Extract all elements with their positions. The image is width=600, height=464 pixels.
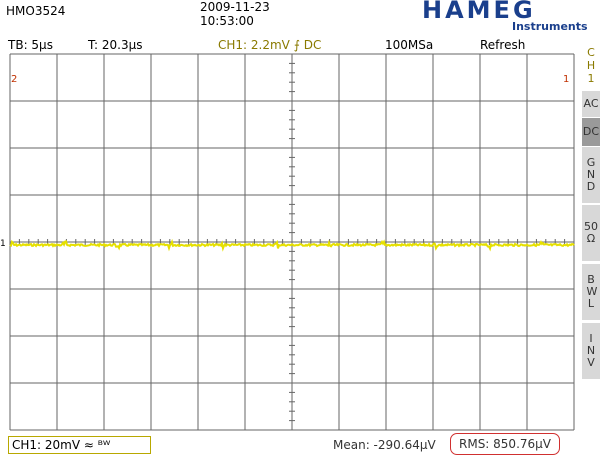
timebase: TB: 5µs — [8, 38, 53, 52]
menu-label: INV — [586, 332, 596, 369]
menu-label: DC — [582, 125, 600, 138]
marker-left: 2 — [11, 74, 17, 85]
brand-sub: Instruments — [512, 20, 588, 33]
mode: Refresh — [480, 38, 526, 52]
menu-title: CH 1 — [586, 46, 596, 85]
menu-label: AC — [583, 97, 599, 110]
waveform-display: 2 1 1 — [0, 53, 575, 431]
model: HMO3524 — [6, 4, 66, 18]
brand: HAMEG — [422, 0, 536, 24]
marker-right: 1 — [563, 74, 569, 85]
menu-button[interactable]: BWL — [582, 263, 600, 320]
menu-button[interactable]: INV — [582, 322, 600, 379]
level-marker: 1 — [0, 239, 6, 249]
mean: Mean: -290.64µV — [333, 438, 436, 452]
menu-label: GND — [586, 156, 596, 193]
menu-button[interactable]: AC — [582, 90, 600, 117]
trigger-time: T: 20.3µs — [88, 38, 143, 52]
time: 10:53:00 — [200, 14, 254, 28]
menu-button[interactable]: 50 Ω — [582, 204, 600, 261]
trigger: CH1: 2.2mV ⨍ DC — [218, 38, 322, 52]
rms: RMS: 850.76µV — [450, 433, 560, 455]
trace — [9, 238, 575, 252]
channel-setting: CH1: 20mV ≈ ᴮᵂ — [8, 436, 151, 454]
menu-label: 50 Ω — [584, 220, 598, 245]
date: 2009-11-23 — [200, 0, 270, 14]
menu-label: BWL — [586, 273, 598, 310]
menu-button[interactable]: GND — [582, 146, 600, 203]
menu-button[interactable]: DC — [582, 117, 600, 146]
sample-rate: 100MSa — [385, 38, 434, 52]
